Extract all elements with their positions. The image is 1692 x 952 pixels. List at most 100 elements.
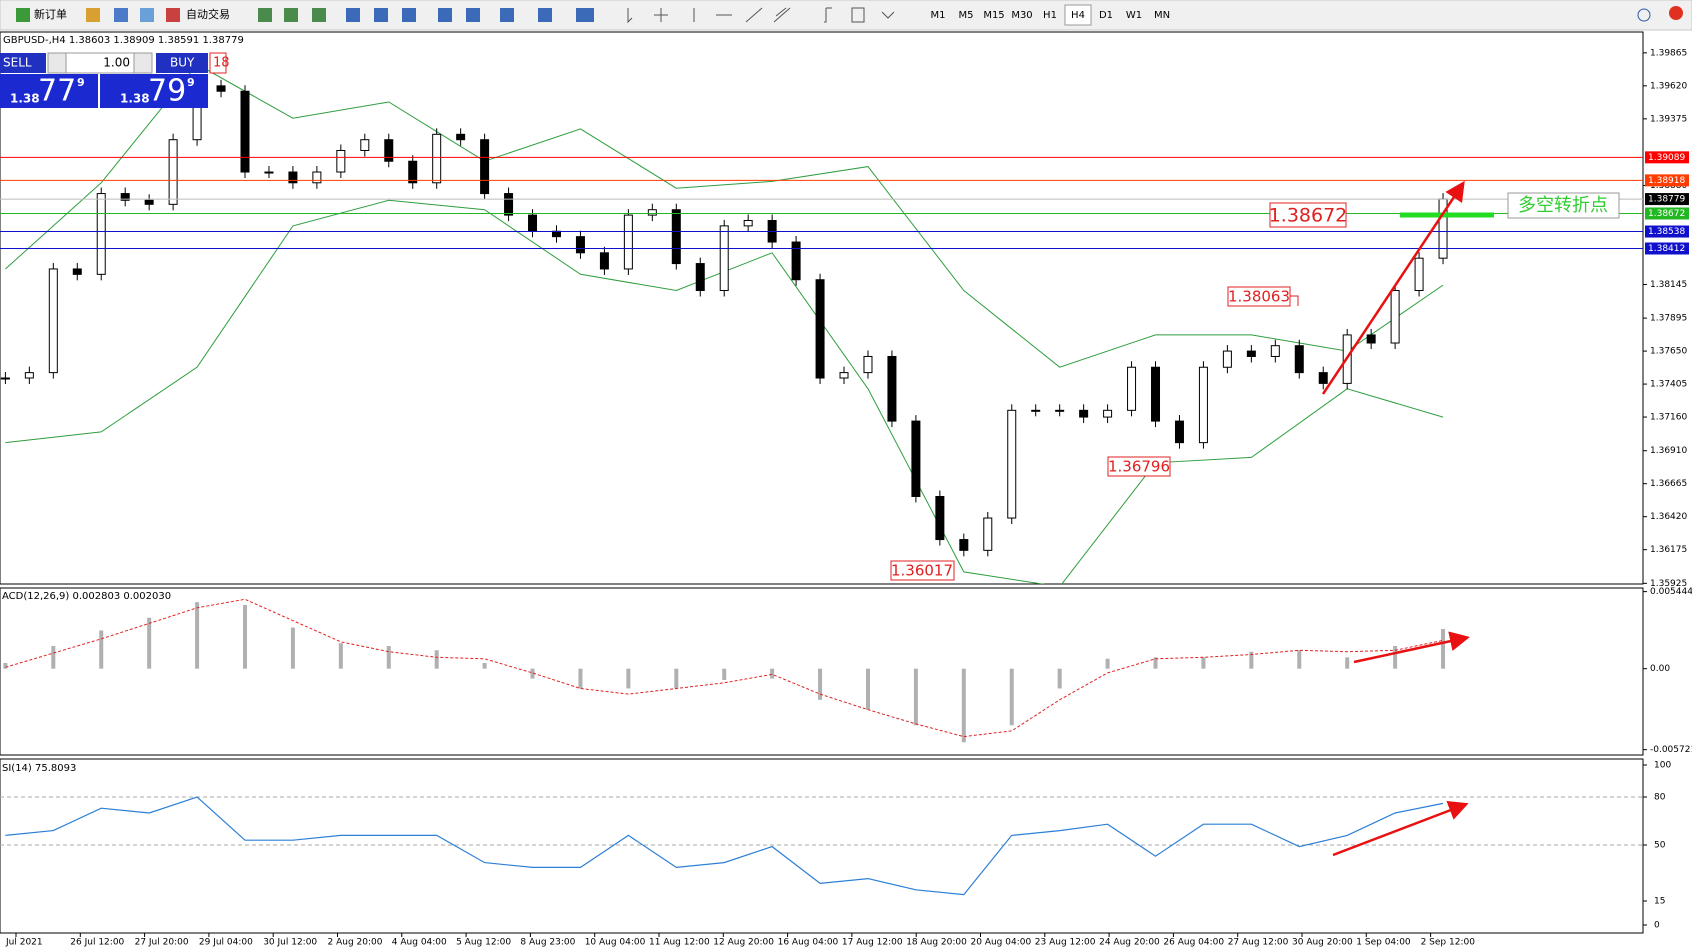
y-tick-label: 1.36175 — [1650, 545, 1687, 555]
channel-tool[interactable] — [773, 7, 791, 23]
timeframe-button[interactable]: M15 — [983, 10, 1004, 21]
candle — [1031, 409, 1041, 412]
buy-pips[interactable]: 79 — [148, 74, 186, 109]
x-tick-label: 30 Aug 20:00 — [1292, 938, 1353, 948]
icon[interactable] — [466, 8, 480, 22]
search[interactable] — [1637, 8, 1651, 22]
sell-big[interactable]: 1.38 — [10, 92, 40, 106]
buy-label[interactable]: BUY — [170, 56, 195, 70]
price-level-tag — [1645, 193, 1689, 206]
macd-bar — [147, 617, 152, 669]
text-tool[interactable] — [824, 7, 832, 23]
auto-trading-button[interactable]: 自动交易 — [186, 7, 230, 21]
x-tick-label: 12 Aug 20:00 — [713, 938, 774, 948]
lot-value[interactable]: 1.00 — [103, 56, 130, 70]
buy-frac[interactable]: 9 — [187, 76, 195, 89]
y-tick-label: -0.005721 — [1650, 745, 1692, 755]
icon[interactable] — [576, 8, 594, 22]
icon[interactable] — [312, 8, 326, 22]
candle — [623, 214, 633, 270]
icon[interactable] — [374, 8, 388, 22]
icon[interactable] — [114, 8, 128, 22]
icon[interactable] — [86, 8, 100, 22]
cursor-tool[interactable] — [627, 8, 633, 24]
y-tick-label: 1.37405 — [1650, 380, 1687, 390]
annotation: 1.38672 — [1269, 205, 1348, 227]
x-tick-label: 27 Jul 20:00 — [135, 938, 189, 948]
candle — [336, 149, 346, 173]
y-tick-label: 1.37160 — [1650, 413, 1687, 423]
x-tick-label: 27 Aug 12:00 — [1228, 938, 1289, 948]
x-tick-label: 23 Aug 12:00 — [1035, 938, 1096, 948]
timeframe-button[interactable]: M30 — [1011, 10, 1032, 21]
x-tick-label: 2 Aug 20:00 — [328, 938, 383, 948]
timeframe-button[interactable]: W1 — [1126, 10, 1142, 21]
y-tick-label: 1.39620 — [1650, 81, 1687, 91]
buy-button[interactable] — [156, 53, 208, 73]
timeframe-button[interactable]: H4 — [1071, 10, 1085, 21]
timeframe-button[interactable]: MN — [1154, 10, 1170, 21]
notification[interactable] — [1669, 6, 1683, 20]
buy-big[interactable]: 1.38 — [120, 92, 150, 106]
lot-up[interactable] — [133, 52, 153, 74]
macd-bar — [1105, 658, 1110, 669]
icon[interactable] — [16, 8, 30, 22]
y-tick-label: 50 — [1654, 841, 1666, 851]
candle — [528, 214, 538, 232]
buy-price-box[interactable] — [100, 74, 208, 108]
timeframe-button[interactable]: H1 — [1043, 10, 1057, 21]
candle — [480, 139, 490, 195]
y-tick-label: 0 — [1654, 921, 1660, 931]
candle — [1270, 345, 1280, 357]
icon[interactable] — [166, 8, 180, 22]
label-tool[interactable] — [851, 7, 865, 23]
price-level-label: 1.38779 — [1648, 195, 1685, 205]
candle — [695, 263, 705, 291]
price-level-tag — [1645, 242, 1689, 255]
annotation-box — [890, 560, 955, 581]
sell-pips[interactable]: 77 — [38, 74, 76, 109]
icon[interactable] — [402, 8, 416, 22]
sell-button[interactable] — [0, 53, 46, 73]
candle — [456, 133, 466, 141]
macd-bar — [626, 668, 631, 689]
annotations: 1.38672 1.38063 1.36796 1.36017 多空转折点 — [890, 180, 1620, 857]
macd-bar — [1249, 651, 1254, 669]
candle — [575, 236, 585, 254]
macd-bar — [674, 668, 679, 689]
shapes-tool[interactable] — [881, 11, 895, 19]
sell-price-box[interactable] — [0, 74, 98, 108]
sell-frac[interactable]: 9 — [77, 76, 85, 89]
rsi-label: SI(14) 75.8093 — [2, 763, 76, 774]
icon[interactable] — [500, 8, 514, 22]
candle — [935, 495, 945, 541]
timeframe-button[interactable]: M5 — [959, 10, 974, 21]
macd-bar — [242, 604, 247, 669]
icon[interactable] — [284, 8, 298, 22]
icon[interactable] — [258, 8, 272, 22]
candle — [72, 268, 82, 275]
timeframe-button[interactable]: M1 — [931, 10, 946, 21]
icon[interactable] — [438, 8, 452, 22]
trend-tool[interactable] — [745, 7, 763, 23]
candle — [671, 209, 681, 265]
timeframe-button[interactable]: D1 — [1099, 10, 1113, 21]
candle — [887, 355, 897, 422]
candle — [1366, 334, 1376, 344]
timeframe-active — [1064, 4, 1092, 26]
candle — [743, 219, 753, 227]
crosshair-tool[interactable] — [654, 8, 668, 22]
y-tick-label: 1.35925 — [1650, 579, 1687, 589]
x-tick-label: 17 Aug 12:00 — [842, 938, 903, 948]
toolbar: 新订单 自动交易 — [0, 0, 1692, 31]
icon[interactable] — [346, 8, 360, 22]
candle — [1151, 366, 1161, 422]
x-tick-label: 4 Aug 04:00 — [392, 938, 447, 948]
icon[interactable] — [140, 8, 154, 22]
new-order-button[interactable]: 新订单 — [34, 7, 67, 21]
lot-down[interactable] — [47, 52, 67, 74]
x-tick-label: 29 Jul 04:00 — [199, 938, 253, 948]
sell-label[interactable]: SELL — [3, 56, 32, 70]
macd-bar — [99, 630, 104, 669]
icon[interactable] — [538, 8, 552, 22]
